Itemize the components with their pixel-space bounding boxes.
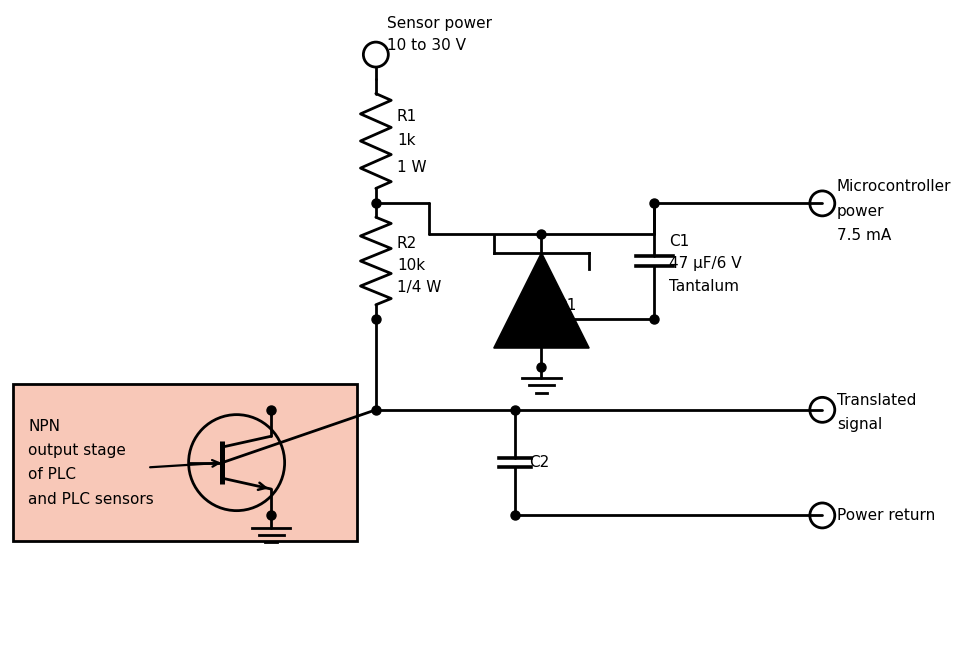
Text: 1/4 W: 1/4 W xyxy=(397,280,441,295)
Text: signal: signal xyxy=(836,417,882,432)
Text: Microcontroller: Microcontroller xyxy=(836,179,952,193)
Text: C1: C1 xyxy=(669,234,689,249)
Text: 1k: 1k xyxy=(397,133,416,149)
Text: D1: D1 xyxy=(556,297,578,313)
Text: 7.5 mA: 7.5 mA xyxy=(836,227,891,243)
Text: Tantalum: Tantalum xyxy=(669,279,738,294)
Text: Sensor power: Sensor power xyxy=(388,15,492,31)
Text: and PLC sensors: and PLC sensors xyxy=(28,492,154,507)
Text: NPN: NPN xyxy=(28,419,60,434)
Polygon shape xyxy=(494,253,589,348)
Text: 47 μF/6 V: 47 μF/6 V xyxy=(669,256,741,271)
Text: output stage: output stage xyxy=(28,443,126,458)
Text: C2: C2 xyxy=(529,455,549,470)
Text: Power return: Power return xyxy=(836,508,935,523)
Text: of PLC: of PLC xyxy=(28,467,77,482)
Text: R2: R2 xyxy=(397,236,418,251)
Text: power: power xyxy=(836,203,884,219)
Text: 10k: 10k xyxy=(397,258,425,273)
Bar xyxy=(13,384,357,542)
Text: 10 to 30 V: 10 to 30 V xyxy=(388,37,466,53)
Text: Translated: Translated xyxy=(836,393,916,408)
Text: 1 W: 1 W xyxy=(397,160,426,175)
Text: R1: R1 xyxy=(397,109,418,123)
